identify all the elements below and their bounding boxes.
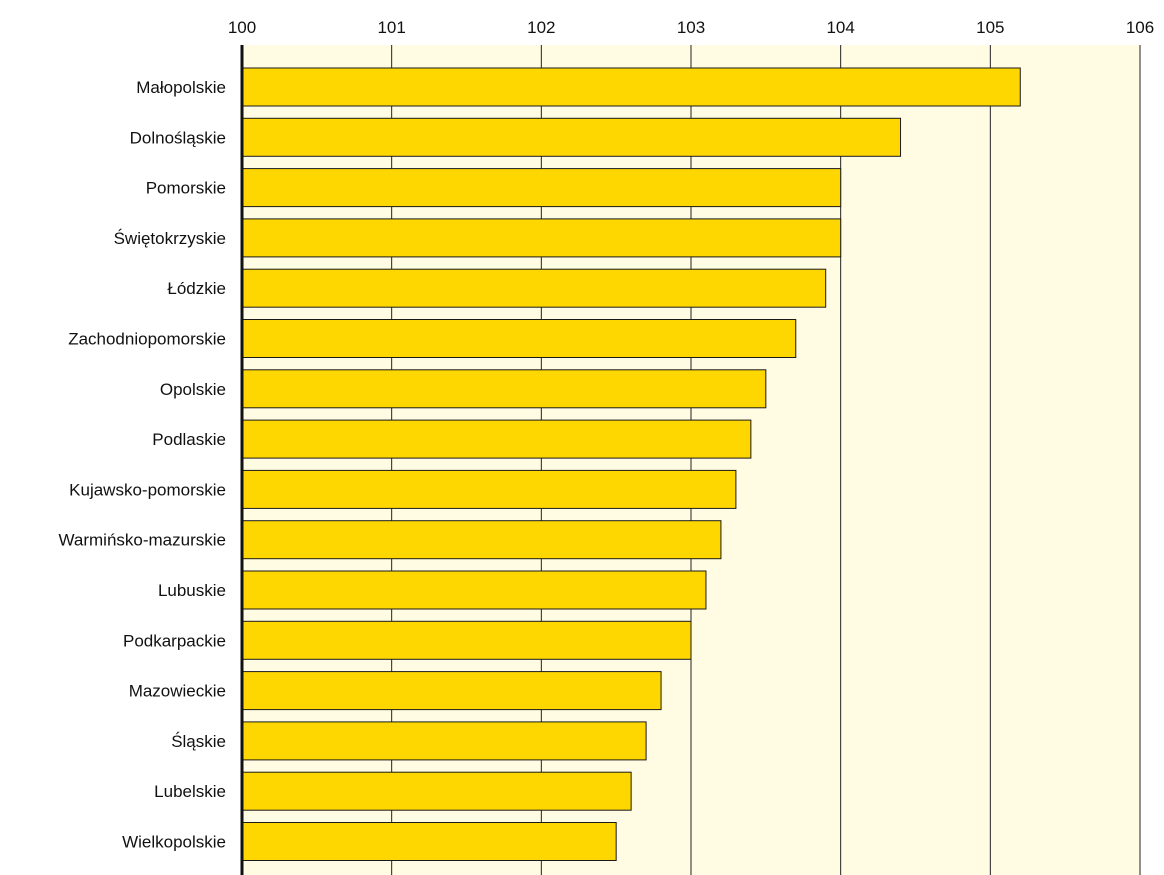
category-label: Warmińsko-mazurskie	[58, 531, 226, 550]
bar	[241, 369, 767, 409]
category-labels: Małopolskie Dolnośląskie Pomorskie Świętokr…	[58, 78, 226, 852]
category-label: Wielkopolskie	[122, 833, 226, 852]
bar	[241, 469, 737, 509]
category-label: Lubuskie	[158, 581, 226, 600]
category-label: Dolnośląskie	[130, 128, 226, 147]
bar	[241, 570, 707, 610]
bar	[241, 721, 647, 761]
x-tick-label: 106	[1126, 18, 1154, 37]
category-label: Zachodniopomorskie	[68, 330, 226, 349]
bar	[241, 117, 902, 157]
bar	[241, 168, 842, 208]
x-tick-label: 104	[826, 18, 854, 37]
bar	[241, 67, 1021, 107]
bar	[241, 520, 722, 560]
bar	[241, 822, 617, 861]
bar	[241, 319, 797, 358]
category-label: Lubelskie	[154, 782, 226, 801]
bar	[241, 218, 842, 258]
category-label: Mazowieckie	[129, 682, 226, 701]
x-axis-tick-labels: 100 101 102 103 104 105 106	[228, 18, 1154, 37]
category-label: Opolskie	[160, 380, 226, 399]
bar	[241, 771, 632, 811]
category-label: Śląskie	[171, 732, 226, 751]
x-tick-label: 103	[677, 18, 705, 37]
category-label: Pomorskie	[146, 179, 226, 198]
bar	[241, 268, 827, 308]
x-tick-label: 100	[228, 18, 256, 37]
x-tick-label: 105	[976, 18, 1004, 37]
x-tick-label: 101	[377, 18, 405, 37]
category-label: Łódzkie	[167, 279, 226, 298]
bars	[241, 67, 1021, 861]
category-label: Podkarpackie	[123, 631, 226, 650]
category-label: Kujawsko-pomorskie	[69, 480, 226, 499]
category-label: Świętokrzyskie	[114, 229, 226, 248]
category-label: Podlaskie	[152, 430, 226, 449]
x-tick-label: 102	[527, 18, 555, 37]
bar	[241, 671, 662, 711]
bar	[241, 620, 692, 660]
category-label: Małopolskie	[136, 78, 226, 97]
bar	[241, 419, 752, 459]
